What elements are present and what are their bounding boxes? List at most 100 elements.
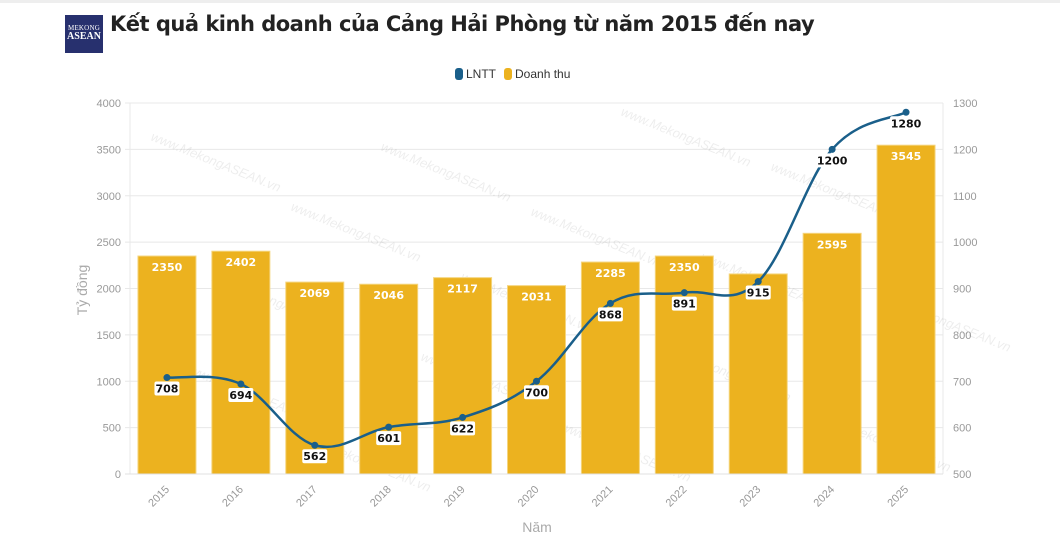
- bar-label: 2031: [521, 291, 552, 304]
- x-tick-label: 2018: [368, 484, 394, 510]
- watermark: www.MekongASEAN.vn: [379, 139, 513, 205]
- x-tick-label: 2023: [738, 484, 764, 510]
- lntt-label: 708: [155, 383, 178, 396]
- y-tick-label: 2000: [97, 284, 121, 296]
- bar-2021: [580, 261, 640, 475]
- bar-label: 2117: [447, 283, 478, 296]
- watermark: www.MekongASEAN.vn: [289, 199, 423, 265]
- lntt-point-2025: [902, 108, 910, 116]
- watermark: www.MekongASEAN.vn: [619, 104, 753, 170]
- lntt-point-2019: [459, 413, 467, 421]
- x-tick-label: 2021: [590, 484, 616, 510]
- lntt-label-bg: [154, 381, 180, 396]
- legend-item-doanh-thu[interactable]: Doanh thu: [504, 67, 570, 81]
- lntt-label: 1280: [891, 117, 922, 130]
- x-tick-label: 2015: [146, 484, 172, 510]
- lntt-label: 868: [599, 308, 622, 321]
- chart-title: Kết quả kinh doanh của Cảng Hải Phòng từ…: [110, 12, 815, 36]
- bar-label: 2350: [152, 261, 183, 274]
- y2-tick-label: 1100: [953, 191, 977, 203]
- bar-2024: [802, 232, 862, 475]
- bar-2022: [654, 255, 714, 475]
- x-tick-label: 2022: [664, 484, 690, 510]
- lntt-label-bg: [228, 388, 254, 403]
- y2-tick-label: 700: [953, 376, 971, 388]
- bar-2015: [137, 255, 197, 475]
- bar-2018: [359, 283, 419, 475]
- x-tick-label: 2025: [885, 484, 911, 510]
- legend: LNTT Doanh thu: [455, 67, 570, 81]
- y-tick-label: 500: [103, 423, 121, 435]
- lntt-label-bg: [745, 285, 771, 300]
- top-border: [0, 0, 1060, 3]
- y2-tick-label: 600: [953, 423, 971, 435]
- y-tick-label: 2500: [97, 237, 121, 249]
- y2-tick-label: 900: [953, 284, 971, 296]
- lntt-label-bg: [597, 307, 623, 322]
- bar-2019: [433, 277, 493, 475]
- lntt-point-2024: [828, 145, 836, 153]
- y2-tick-label: 1000: [953, 237, 977, 249]
- lntt-point-2017: [311, 441, 319, 449]
- mekong-asean-logo: MEKONG ASEAN: [65, 15, 103, 53]
- lntt-label-bg: [450, 421, 476, 436]
- lntt-label-bg: [816, 153, 849, 168]
- bar-2025: [876, 144, 936, 475]
- watermark: www.MekongASEAN.vn: [149, 129, 283, 195]
- bar-label: 2595: [817, 238, 848, 251]
- lntt-label: 1200: [817, 154, 848, 167]
- legend-item-lntt[interactable]: LNTT: [455, 67, 496, 81]
- lntt-point-2016: [237, 380, 245, 388]
- bar-label: 2046: [373, 289, 404, 302]
- y-tick-label: 1000: [97, 376, 121, 388]
- y-axis-title: Tỷ đồng: [74, 265, 90, 316]
- lntt-label-bg: [302, 449, 328, 464]
- y2-tick-label: 800: [953, 330, 971, 342]
- lntt-label-bg: [524, 385, 549, 400]
- bar-label: 3545: [891, 150, 922, 163]
- x-tick-label: 2024: [811, 484, 837, 510]
- lntt-label: 601: [377, 432, 400, 445]
- watermark: www.MekongASEAN.vn: [529, 204, 663, 270]
- y-tick-label: 0: [115, 469, 121, 481]
- lntt-label-bg: [671, 296, 697, 311]
- y-tick-label: 3000: [97, 191, 121, 203]
- x-tick-label: 2017: [294, 484, 320, 510]
- lntt-point-2015: [163, 374, 171, 382]
- y-tick-label: 1500: [97, 330, 121, 342]
- legend-label: LNTT: [466, 67, 496, 81]
- lntt-label: 915: [747, 287, 770, 300]
- bar-label: 2285: [595, 267, 626, 280]
- legend-swatch: [455, 68, 463, 80]
- lntt-label: 700: [525, 386, 548, 399]
- lntt-label: 891: [673, 298, 696, 311]
- legend-swatch: [504, 68, 512, 80]
- y-tick-label: 3500: [97, 144, 121, 156]
- lntt-point-2022: [680, 289, 688, 297]
- lntt-label-bg: [376, 431, 402, 446]
- y2-tick-label: 1200: [953, 144, 977, 156]
- y2-tick-label: 500: [953, 469, 971, 481]
- bar-label: 2402: [226, 256, 257, 269]
- x-tick-label: 2016: [220, 484, 246, 510]
- y-tick-label: 4000: [97, 98, 121, 110]
- lntt-point-2023: [754, 278, 762, 286]
- lntt-label: 622: [451, 422, 474, 435]
- lntt-point-2020: [533, 377, 540, 385]
- x-tick-label: 2019: [442, 484, 468, 510]
- bar-2016: [211, 250, 271, 475]
- bar-label: 2069: [299, 287, 330, 300]
- lntt-line: [166, 111, 907, 449]
- x-axis-title: Năm: [522, 519, 552, 535]
- lntt-point-2021: [606, 299, 614, 307]
- bar-label: 2350: [669, 261, 700, 274]
- bar-2023: [728, 273, 788, 475]
- x-tick-label: 2020: [516, 484, 542, 510]
- lntt-point-2018: [385, 423, 393, 431]
- lntt-label: 562: [303, 450, 326, 463]
- legend-label: Doanh thu: [515, 67, 571, 81]
- lntt-label: 694: [229, 389, 252, 402]
- lntt-label-bg: [890, 116, 923, 131]
- y2-tick-label: 1300: [953, 98, 977, 110]
